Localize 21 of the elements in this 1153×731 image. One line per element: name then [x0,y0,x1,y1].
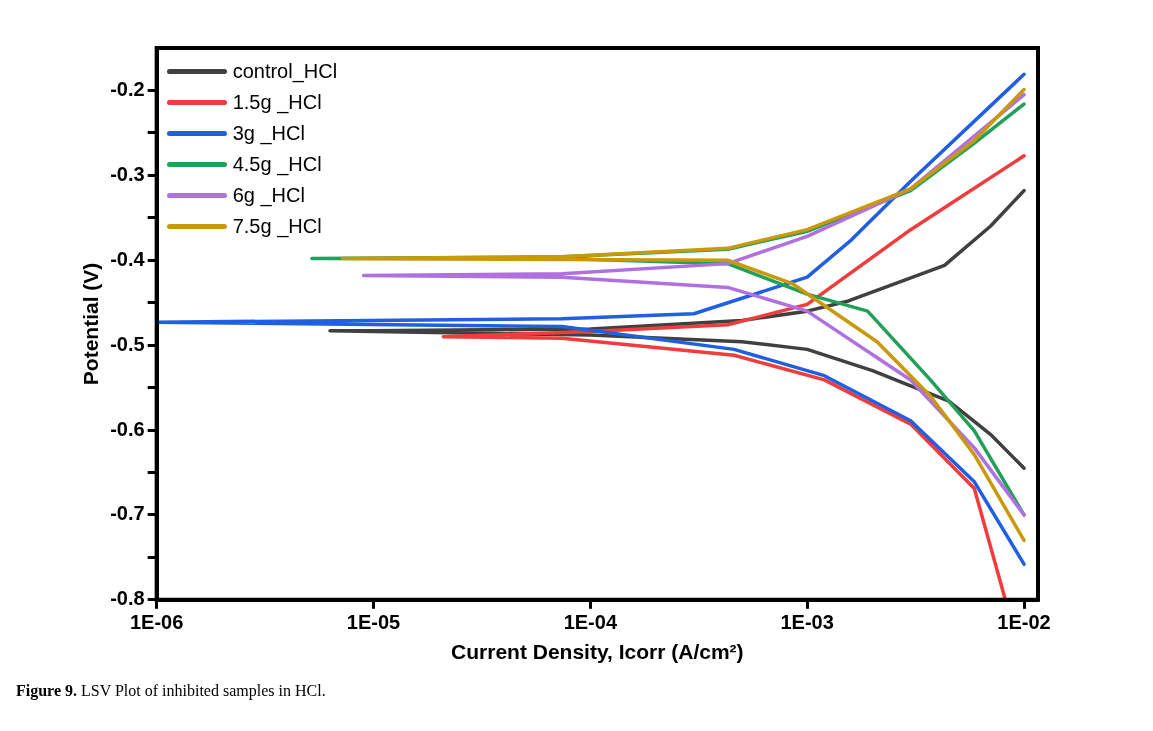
legend-label: 6g _HCl [232,184,305,207]
y-tick-label: -0.5 [110,332,145,355]
x-tick-label: 1E-03 [780,611,834,634]
y-tick-label: -0.4 [110,247,146,270]
legend-label: 7.5g _HCl [232,215,322,238]
y-tick-label: -0.2 [110,77,145,100]
y-tick-label: -0.3 [110,162,145,185]
y-tick-label: -0.7 [110,502,145,525]
y-axis-title: Potential (V) [79,262,103,386]
legend-label: 4.5g _HCl [232,153,322,176]
y-tick-label: -0.6 [110,417,145,440]
y-tick-label: -0.8 [110,587,145,610]
x-tick-label: 1E-05 [346,611,401,634]
x-tick-label: 1E-06 [129,611,184,634]
x-axis-title: Current Density, Icorr (A/cm²) [451,640,744,664]
x-tick-label: 1E-04 [563,611,618,634]
legend-label: control_HCl [232,60,338,83]
legend-label: 1.5g _HCl [232,91,322,114]
caption: Figure 9. LSV Plot of inhibited samples in HCl. [16,682,326,699]
x-tick-label: 1E-02 [997,611,1051,634]
legend-label: 3g _HCl [232,122,305,145]
